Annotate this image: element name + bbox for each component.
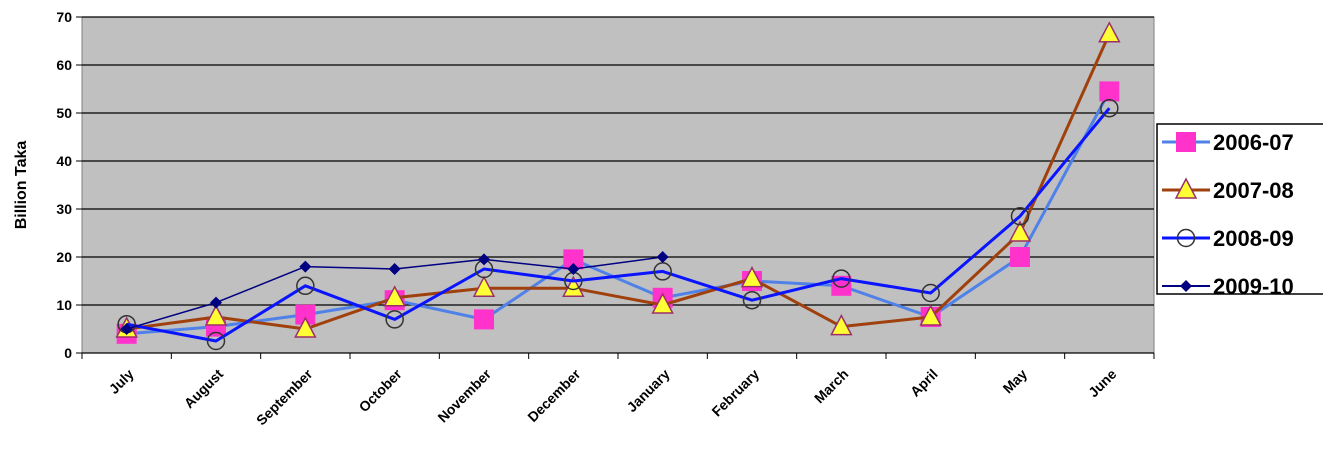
y-tick-label: 60 bbox=[56, 57, 72, 73]
y-tick-label: 70 bbox=[56, 9, 72, 25]
data-point bbox=[1008, 220, 1032, 242]
x-tick-label: August bbox=[181, 366, 227, 412]
data-point bbox=[388, 263, 401, 275]
data-point bbox=[295, 304, 316, 325]
gridlines bbox=[82, 16, 1154, 354]
y-axis-ticks: 0 10 20 30 40 50 60 70 bbox=[56, 9, 82, 361]
data-point bbox=[830, 313, 853, 336]
x-axis-ticks: July August September October November Decemb… bbox=[81, 353, 1155, 428]
x-tick-label: October bbox=[356, 365, 406, 415]
data-point bbox=[206, 331, 226, 351]
legend-label: 2006-07 bbox=[1213, 130, 1294, 155]
data-point bbox=[651, 292, 674, 314]
data-point bbox=[474, 309, 494, 330]
legend-label: 2009-10 bbox=[1213, 274, 1294, 299]
data-point bbox=[1100, 98, 1119, 118]
data-point bbox=[832, 269, 851, 288]
legend-marker bbox=[1174, 177, 1198, 199]
legend: 2006-07 2007-08 2008-09 2009-10 bbox=[1156, 123, 1323, 299]
y-tick-label: 10 bbox=[56, 297, 72, 313]
x-tick-label: April bbox=[907, 366, 941, 400]
x-tick-label: July bbox=[106, 366, 137, 397]
y-tick-label: 30 bbox=[56, 201, 72, 217]
legend-marker bbox=[1176, 132, 1196, 152]
y-axis-title: Billion Taka bbox=[13, 141, 30, 230]
data-point bbox=[919, 304, 942, 326]
data-point bbox=[478, 253, 490, 266]
data-point bbox=[563, 249, 584, 270]
data-point bbox=[656, 251, 669, 263]
data-point bbox=[567, 263, 580, 275]
data-point bbox=[742, 290, 762, 310]
series-line bbox=[126, 90, 1111, 336]
data-point bbox=[296, 276, 315, 296]
data-point bbox=[921, 283, 940, 303]
x-tick-label: May bbox=[1000, 366, 1031, 397]
legend-marker bbox=[1176, 228, 1196, 248]
data-point bbox=[385, 310, 404, 329]
legend-label: 2007-08 bbox=[1213, 178, 1294, 203]
x-tick-label: November bbox=[434, 365, 494, 425]
data-point bbox=[120, 323, 133, 335]
y-tick-label: 50 bbox=[56, 105, 72, 121]
data-point bbox=[204, 304, 228, 326]
x-tick-label: June bbox=[1085, 366, 1120, 401]
legend-marker bbox=[1180, 280, 1192, 292]
series-line bbox=[126, 107, 1111, 343]
x-tick-label: March bbox=[811, 366, 851, 406]
data-point bbox=[1098, 21, 1121, 43]
data-point bbox=[1010, 206, 1030, 226]
data-point bbox=[1099, 81, 1120, 102]
x-tick-label: September bbox=[253, 365, 316, 428]
data-point bbox=[1010, 247, 1030, 267]
legend-label: 2008-09 bbox=[1213, 226, 1294, 251]
data-point bbox=[294, 316, 317, 338]
data-point bbox=[383, 285, 406, 307]
x-tick-label: January bbox=[624, 366, 673, 415]
data-point bbox=[299, 260, 312, 273]
y-tick-label: 0 bbox=[64, 345, 72, 361]
series-2007-08 bbox=[115, 21, 1121, 338]
plot-area bbox=[81, 16, 1155, 354]
x-tick-label: December bbox=[524, 365, 584, 425]
x-tick-label: February bbox=[708, 366, 762, 420]
data-point bbox=[740, 265, 764, 288]
legend-box bbox=[1156, 123, 1323, 295]
series-2009-10 bbox=[120, 251, 669, 335]
y-tick-label: 20 bbox=[56, 249, 72, 265]
data-point bbox=[472, 275, 496, 297]
data-point bbox=[210, 296, 222, 309]
series-group bbox=[115, 21, 1121, 351]
data-point bbox=[562, 275, 585, 297]
series-line bbox=[126, 33, 1111, 331]
y-tick-label: 40 bbox=[56, 153, 72, 169]
